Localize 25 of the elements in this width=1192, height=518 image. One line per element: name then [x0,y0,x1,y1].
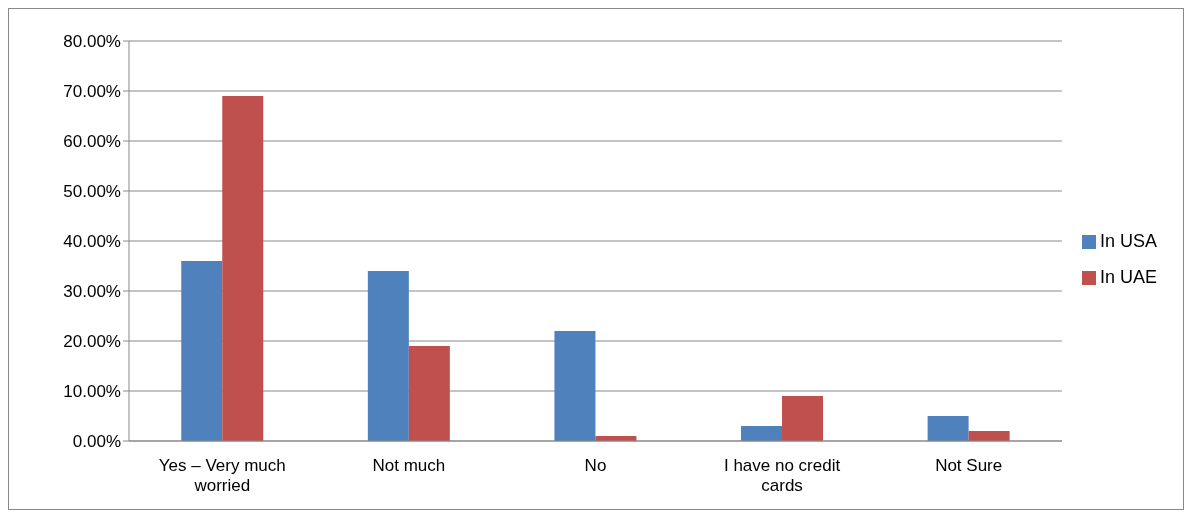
y-tick-label: 60.00% [63,132,121,152]
x-tick-label: No [584,455,607,475]
y-tick-label: 10.00% [63,382,121,402]
y-tick-label: 30.00% [63,282,121,302]
y-tick-label: 50.00% [63,182,121,202]
bar [408,346,450,441]
y-tick-label: 0.00% [72,432,121,452]
legend-label: In USA [1099,231,1157,251]
x-tick-label: Not Sure [935,455,1003,475]
y-tick-label: 20.00% [63,332,121,352]
bar [968,431,1010,441]
bar [554,331,596,441]
bar [782,396,824,441]
bar [927,416,969,441]
x-tick-label: Not much [372,455,446,475]
bar [367,271,409,441]
bar [181,261,223,441]
y-tick-label: 80.00% [63,32,121,52]
y-tick-label: 70.00% [63,82,121,102]
bar [222,96,264,441]
x-tick-label: I have no credit cards [723,455,841,495]
y-tick-label: 40.00% [63,232,121,252]
legend-label: In UAE [1099,267,1157,287]
bar [741,426,783,441]
x-tick-label: Yes – Very much worried [158,455,286,495]
